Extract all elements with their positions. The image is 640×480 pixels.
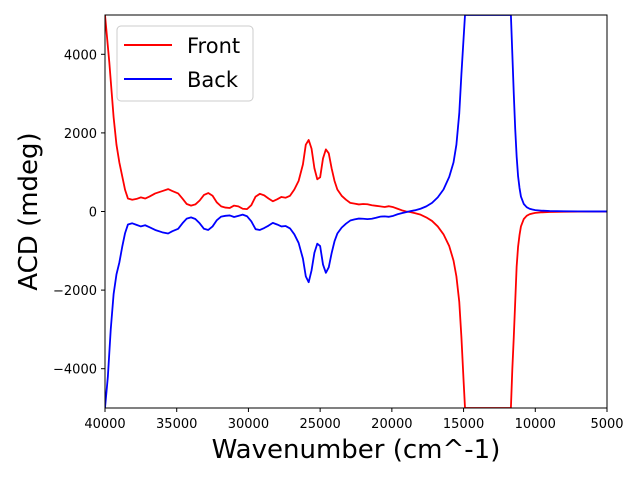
x-tick-label: 40000	[84, 417, 125, 432]
x-tick-label: 15000	[443, 417, 484, 432]
legend-label-front: Front	[187, 34, 240, 58]
x-tick-label: 25000	[299, 417, 340, 432]
x-tick-label: 10000	[515, 417, 556, 432]
x-axis-title: Wavenumber (cm^-1)	[212, 435, 501, 465]
y-tick-label: −4000	[53, 363, 97, 378]
x-tick-label: 30000	[228, 417, 269, 432]
y-tick-label: 2000	[64, 127, 97, 142]
x-tick-label: 5000	[590, 417, 623, 432]
ticks-layer: 40000 35000 30000 25000 20000 15000 10000 5000−…	[53, 48, 624, 432]
x-tick-label: 20000	[371, 417, 412, 432]
series-layer	[105, 15, 607, 408]
y-tick-label: 4000	[64, 48, 97, 63]
series-line-front	[105, 15, 607, 408]
y-tick-label: −2000	[53, 284, 97, 299]
y-tick-label: 0	[89, 206, 97, 221]
legend: Front Back	[116, 25, 254, 102]
x-tick-label: 35000	[156, 417, 197, 432]
y-axis-title: ACD (mdeg)	[14, 132, 44, 290]
legend-label-back: Back	[187, 68, 239, 92]
series-line-back	[105, 15, 607, 408]
